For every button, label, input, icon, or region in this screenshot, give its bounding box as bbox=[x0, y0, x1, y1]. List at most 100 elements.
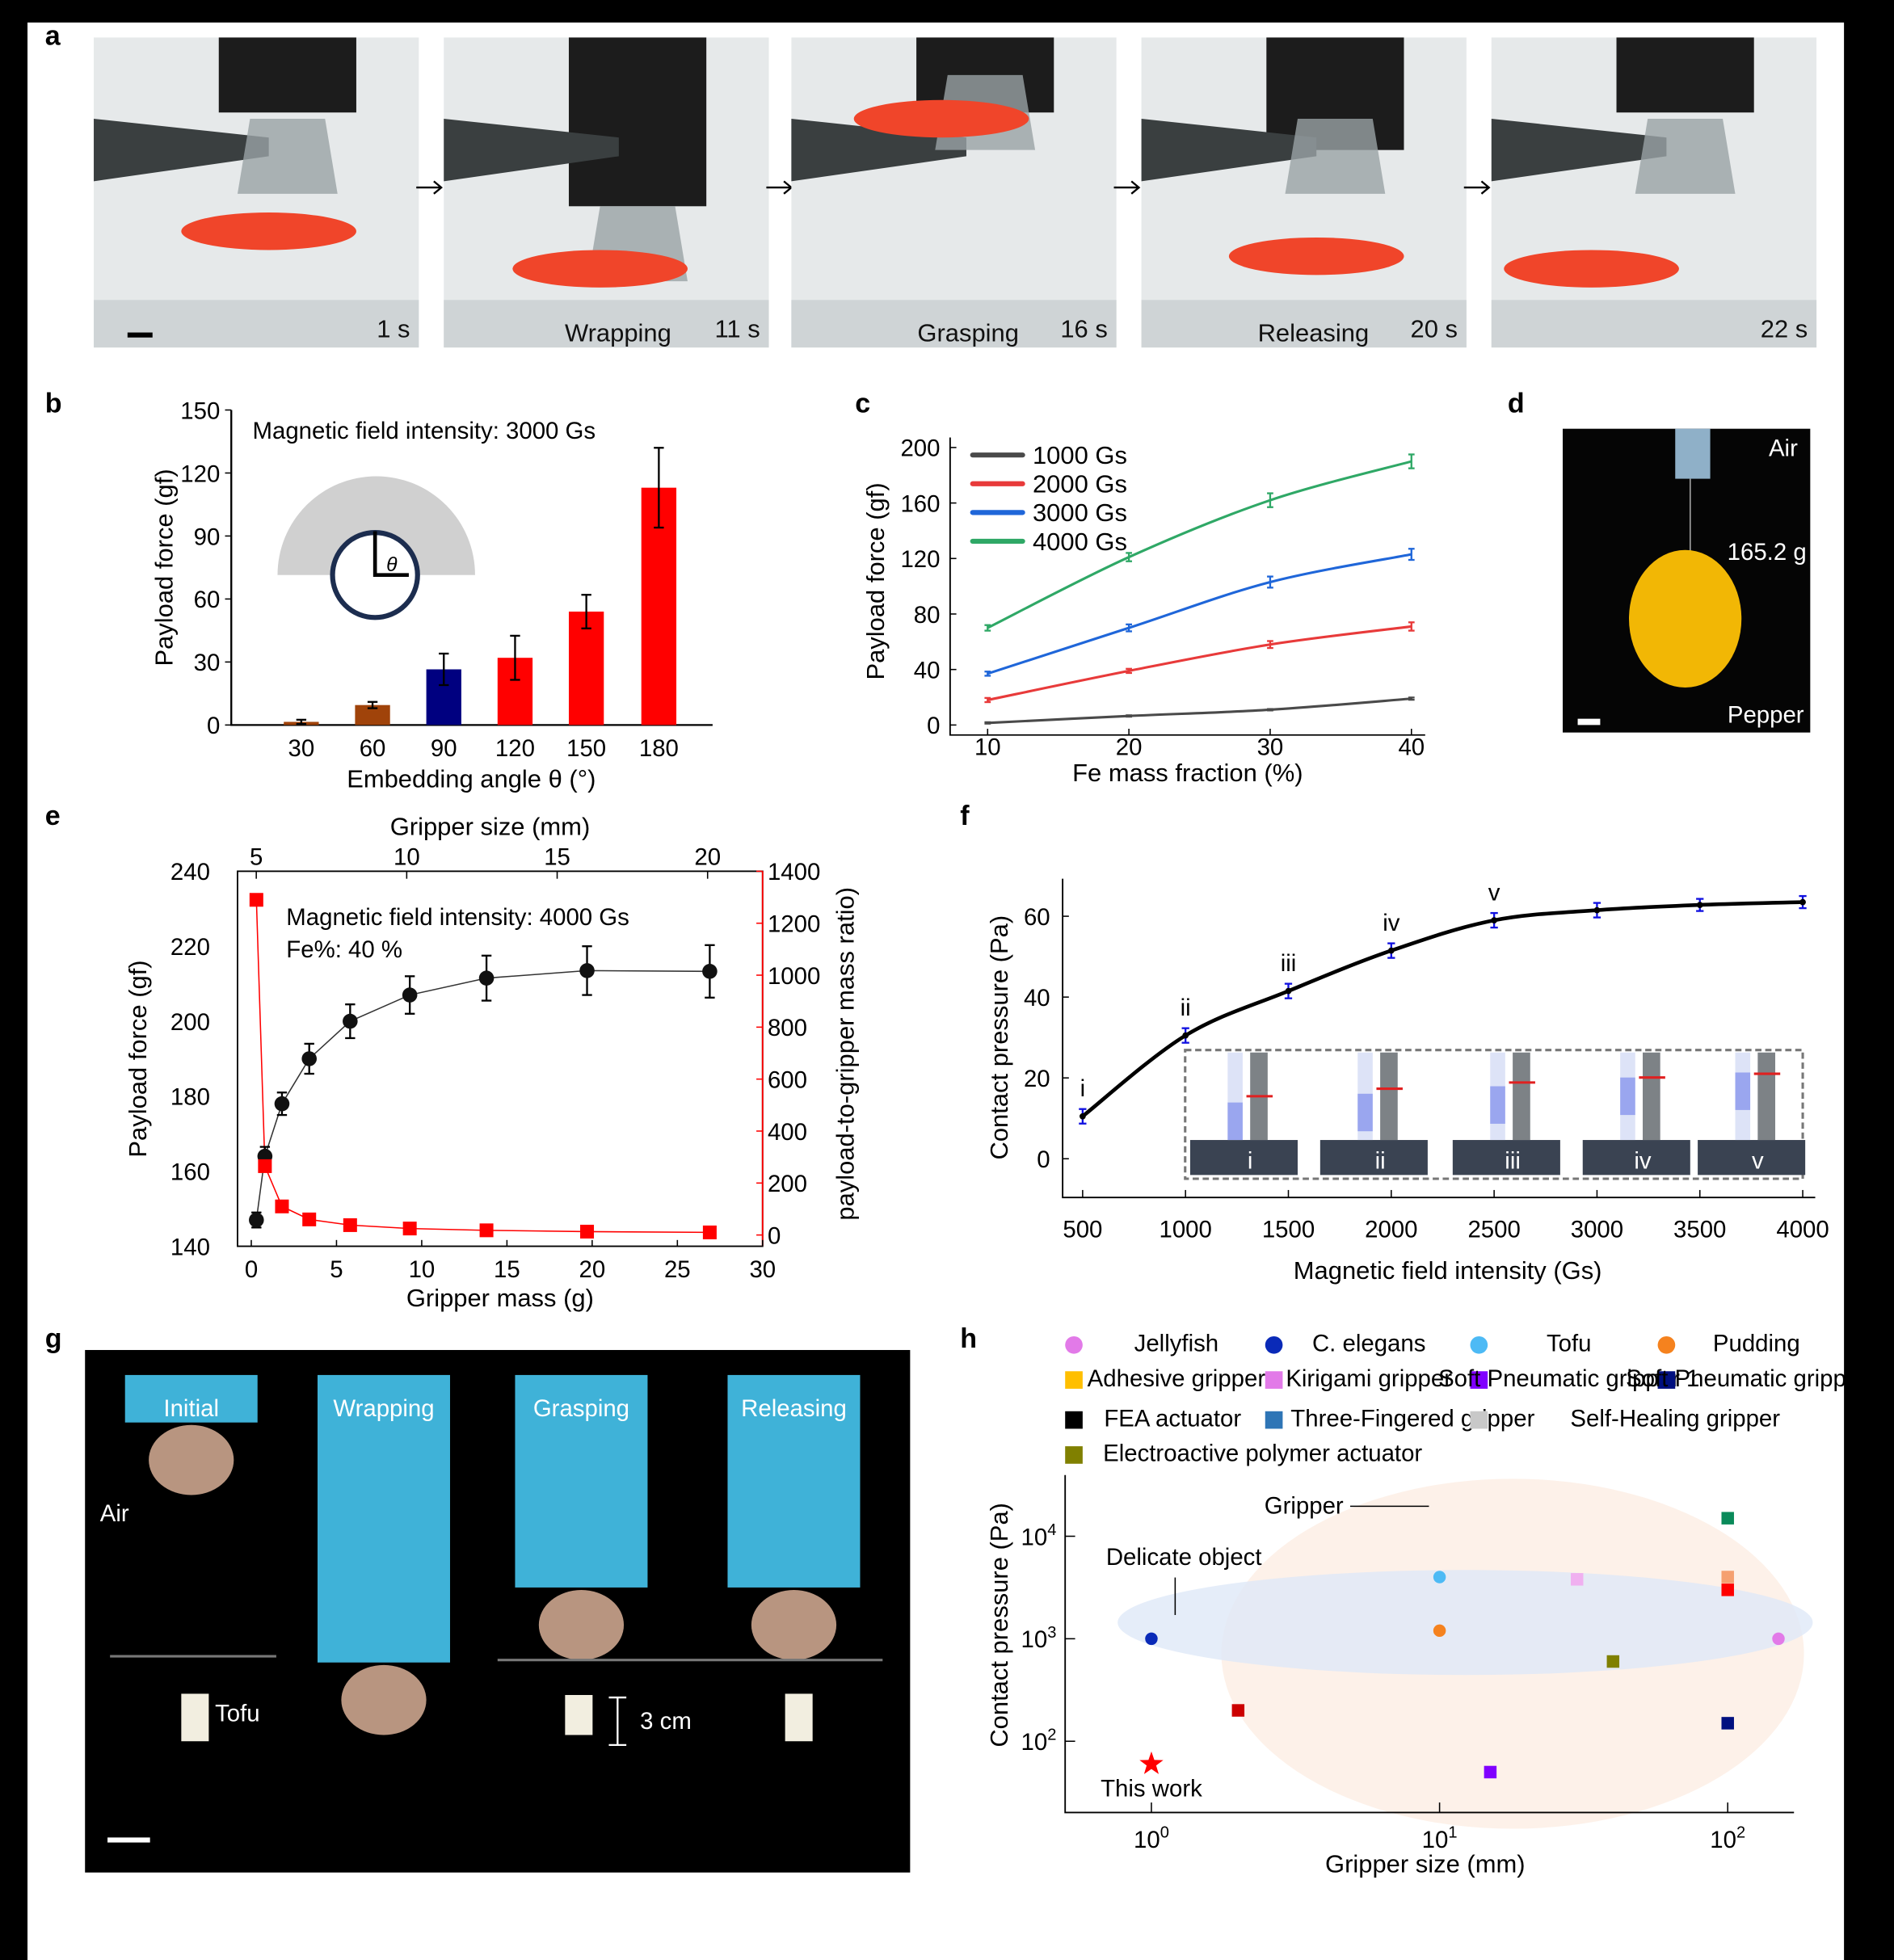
legend-label: Adhesive gripper bbox=[1088, 1365, 1266, 1392]
panel-label-e: e bbox=[45, 801, 61, 831]
ratio-point bbox=[249, 893, 263, 907]
tank-floor bbox=[1491, 300, 1817, 348]
legend-label: 4000 Gs bbox=[1033, 528, 1127, 556]
gripper bbox=[1675, 428, 1711, 479]
stage-label: Initial bbox=[163, 1395, 219, 1422]
tofu-photo: Initial Wrapping Grasping Releasing Air Tofu 3… bbox=[85, 1349, 911, 1873]
superscript: 0 bbox=[1160, 1823, 1169, 1841]
arrow-right-icon bbox=[1463, 180, 1491, 195]
fish bbox=[1504, 250, 1679, 288]
legend-label: Soft Pneumatic gripper 1 bbox=[1438, 1365, 1699, 1392]
data-point bbox=[1433, 1571, 1446, 1584]
data-point bbox=[1799, 898, 1806, 906]
data-point bbox=[1491, 917, 1497, 923]
point-label: ii bbox=[1181, 995, 1191, 1021]
annotation: Magnetic field intensity: 3000 Gs bbox=[253, 418, 596, 444]
x-tick-label: 2500 bbox=[1467, 1217, 1520, 1243]
axes bbox=[1064, 1474, 1795, 1814]
bar bbox=[568, 612, 604, 726]
y-axis-label: Payload force (gf) bbox=[861, 482, 890, 679]
y2-axis-label: payload-to-gripper mass ratio) bbox=[831, 887, 860, 1221]
legend-marker bbox=[1470, 1371, 1488, 1389]
legend-label: Self-Healing gripper bbox=[1570, 1405, 1780, 1432]
y-axis-label: Contact pressure (Pa) bbox=[985, 915, 1013, 1160]
force-point bbox=[274, 1096, 290, 1112]
x-tick-label: 40 bbox=[1398, 734, 1425, 761]
axes bbox=[1062, 878, 1816, 1199]
x-axis-label: Gripper size (mm) bbox=[1325, 1850, 1526, 1878]
legend-marker bbox=[1265, 1411, 1283, 1429]
x2-tick-label: 20 bbox=[694, 844, 721, 871]
ratio-point bbox=[479, 1223, 494, 1238]
inset-photo: i bbox=[1189, 1052, 1298, 1176]
panel-label-a: a bbox=[45, 21, 61, 52]
liquid bbox=[1735, 1072, 1751, 1110]
series-line bbox=[987, 460, 1412, 629]
liquid bbox=[1490, 1086, 1505, 1124]
tube bbox=[94, 118, 269, 182]
x-tick-label: 30 bbox=[749, 1256, 776, 1283]
x-tick-label: 2000 bbox=[1365, 1217, 1417, 1243]
legend-label: Tofu bbox=[1547, 1331, 1592, 1357]
y-tick-label: 200 bbox=[170, 1009, 210, 1036]
y-tick-label: 0 bbox=[207, 713, 220, 739]
gripper bbox=[1635, 118, 1736, 194]
force-point bbox=[579, 963, 595, 978]
y-tick-label: 160 bbox=[170, 1159, 210, 1186]
superscript: 3 bbox=[1047, 1624, 1056, 1642]
legend-label: Jellyfish bbox=[1134, 1331, 1218, 1357]
magnet bbox=[1698, 1140, 1806, 1176]
legend-marker bbox=[1065, 1335, 1083, 1354]
data-point bbox=[1593, 906, 1601, 914]
ratio-point bbox=[580, 1224, 595, 1239]
magnet bbox=[1452, 1140, 1560, 1176]
data-point bbox=[1484, 1765, 1497, 1779]
inset-label: ii bbox=[1375, 1148, 1386, 1175]
tank-floor bbox=[791, 300, 1117, 348]
timestamp: 11 s bbox=[715, 315, 760, 343]
ruler bbox=[1757, 1052, 1776, 1141]
panel-labels: a b c d e f g h bbox=[45, 21, 1525, 1354]
y-tick-label: 60 bbox=[1024, 904, 1050, 931]
photo-frame: 11 s Wrapping bbox=[444, 37, 769, 348]
x-tick-label: 500 bbox=[1063, 1217, 1102, 1243]
photo-frame: 1 s bbox=[94, 37, 419, 348]
y-tick-label: 90 bbox=[194, 524, 221, 550]
timestamp: 20 s bbox=[1411, 315, 1458, 343]
data-point bbox=[1721, 1571, 1734, 1584]
x-tick-label: 20 bbox=[1116, 734, 1143, 761]
legend-label: FEA actuator bbox=[1104, 1405, 1241, 1432]
x-tick-label: 30 bbox=[288, 735, 315, 762]
magnet-holder bbox=[218, 37, 356, 113]
tofu bbox=[565, 1694, 593, 1735]
series-line bbox=[987, 697, 1412, 725]
medium-label: Air bbox=[100, 1500, 129, 1527]
x2-tick-label: 10 bbox=[394, 844, 420, 871]
x-tick-label: 30 bbox=[1257, 734, 1284, 761]
scale-bar bbox=[107, 1837, 150, 1843]
liquid bbox=[1357, 1093, 1373, 1132]
x-tick-label: 180 bbox=[639, 735, 679, 762]
pepper-photo: Air 165.2 g Pepper bbox=[1562, 428, 1811, 733]
y-tick-label: 180 bbox=[170, 1084, 210, 1111]
point-label: v bbox=[1488, 879, 1500, 906]
y2-tick-label: 1000 bbox=[768, 963, 820, 990]
inset-photo: v bbox=[1698, 1052, 1806, 1176]
series-line bbox=[987, 625, 1412, 701]
object-label: Tofu bbox=[215, 1700, 260, 1727]
annotation: Magnetic field intensity: 4000 Gs bbox=[286, 904, 629, 931]
x-tick-label: 0 bbox=[245, 1256, 258, 1283]
data-point bbox=[1721, 1584, 1734, 1596]
theta-symbol: θ bbox=[386, 554, 398, 576]
ruler bbox=[1643, 1052, 1660, 1141]
fish bbox=[1228, 237, 1404, 275]
stage-label: Wrapping bbox=[333, 1395, 434, 1422]
gripper-head bbox=[538, 1590, 625, 1660]
data-point bbox=[1721, 1512, 1734, 1525]
inset-label: v bbox=[1752, 1148, 1764, 1175]
panel-label-d: d bbox=[1508, 389, 1525, 419]
legend-marker bbox=[1470, 1335, 1488, 1354]
region-delicate-object bbox=[1117, 1570, 1813, 1676]
magnet bbox=[1582, 1140, 1690, 1176]
fish bbox=[181, 212, 356, 250]
